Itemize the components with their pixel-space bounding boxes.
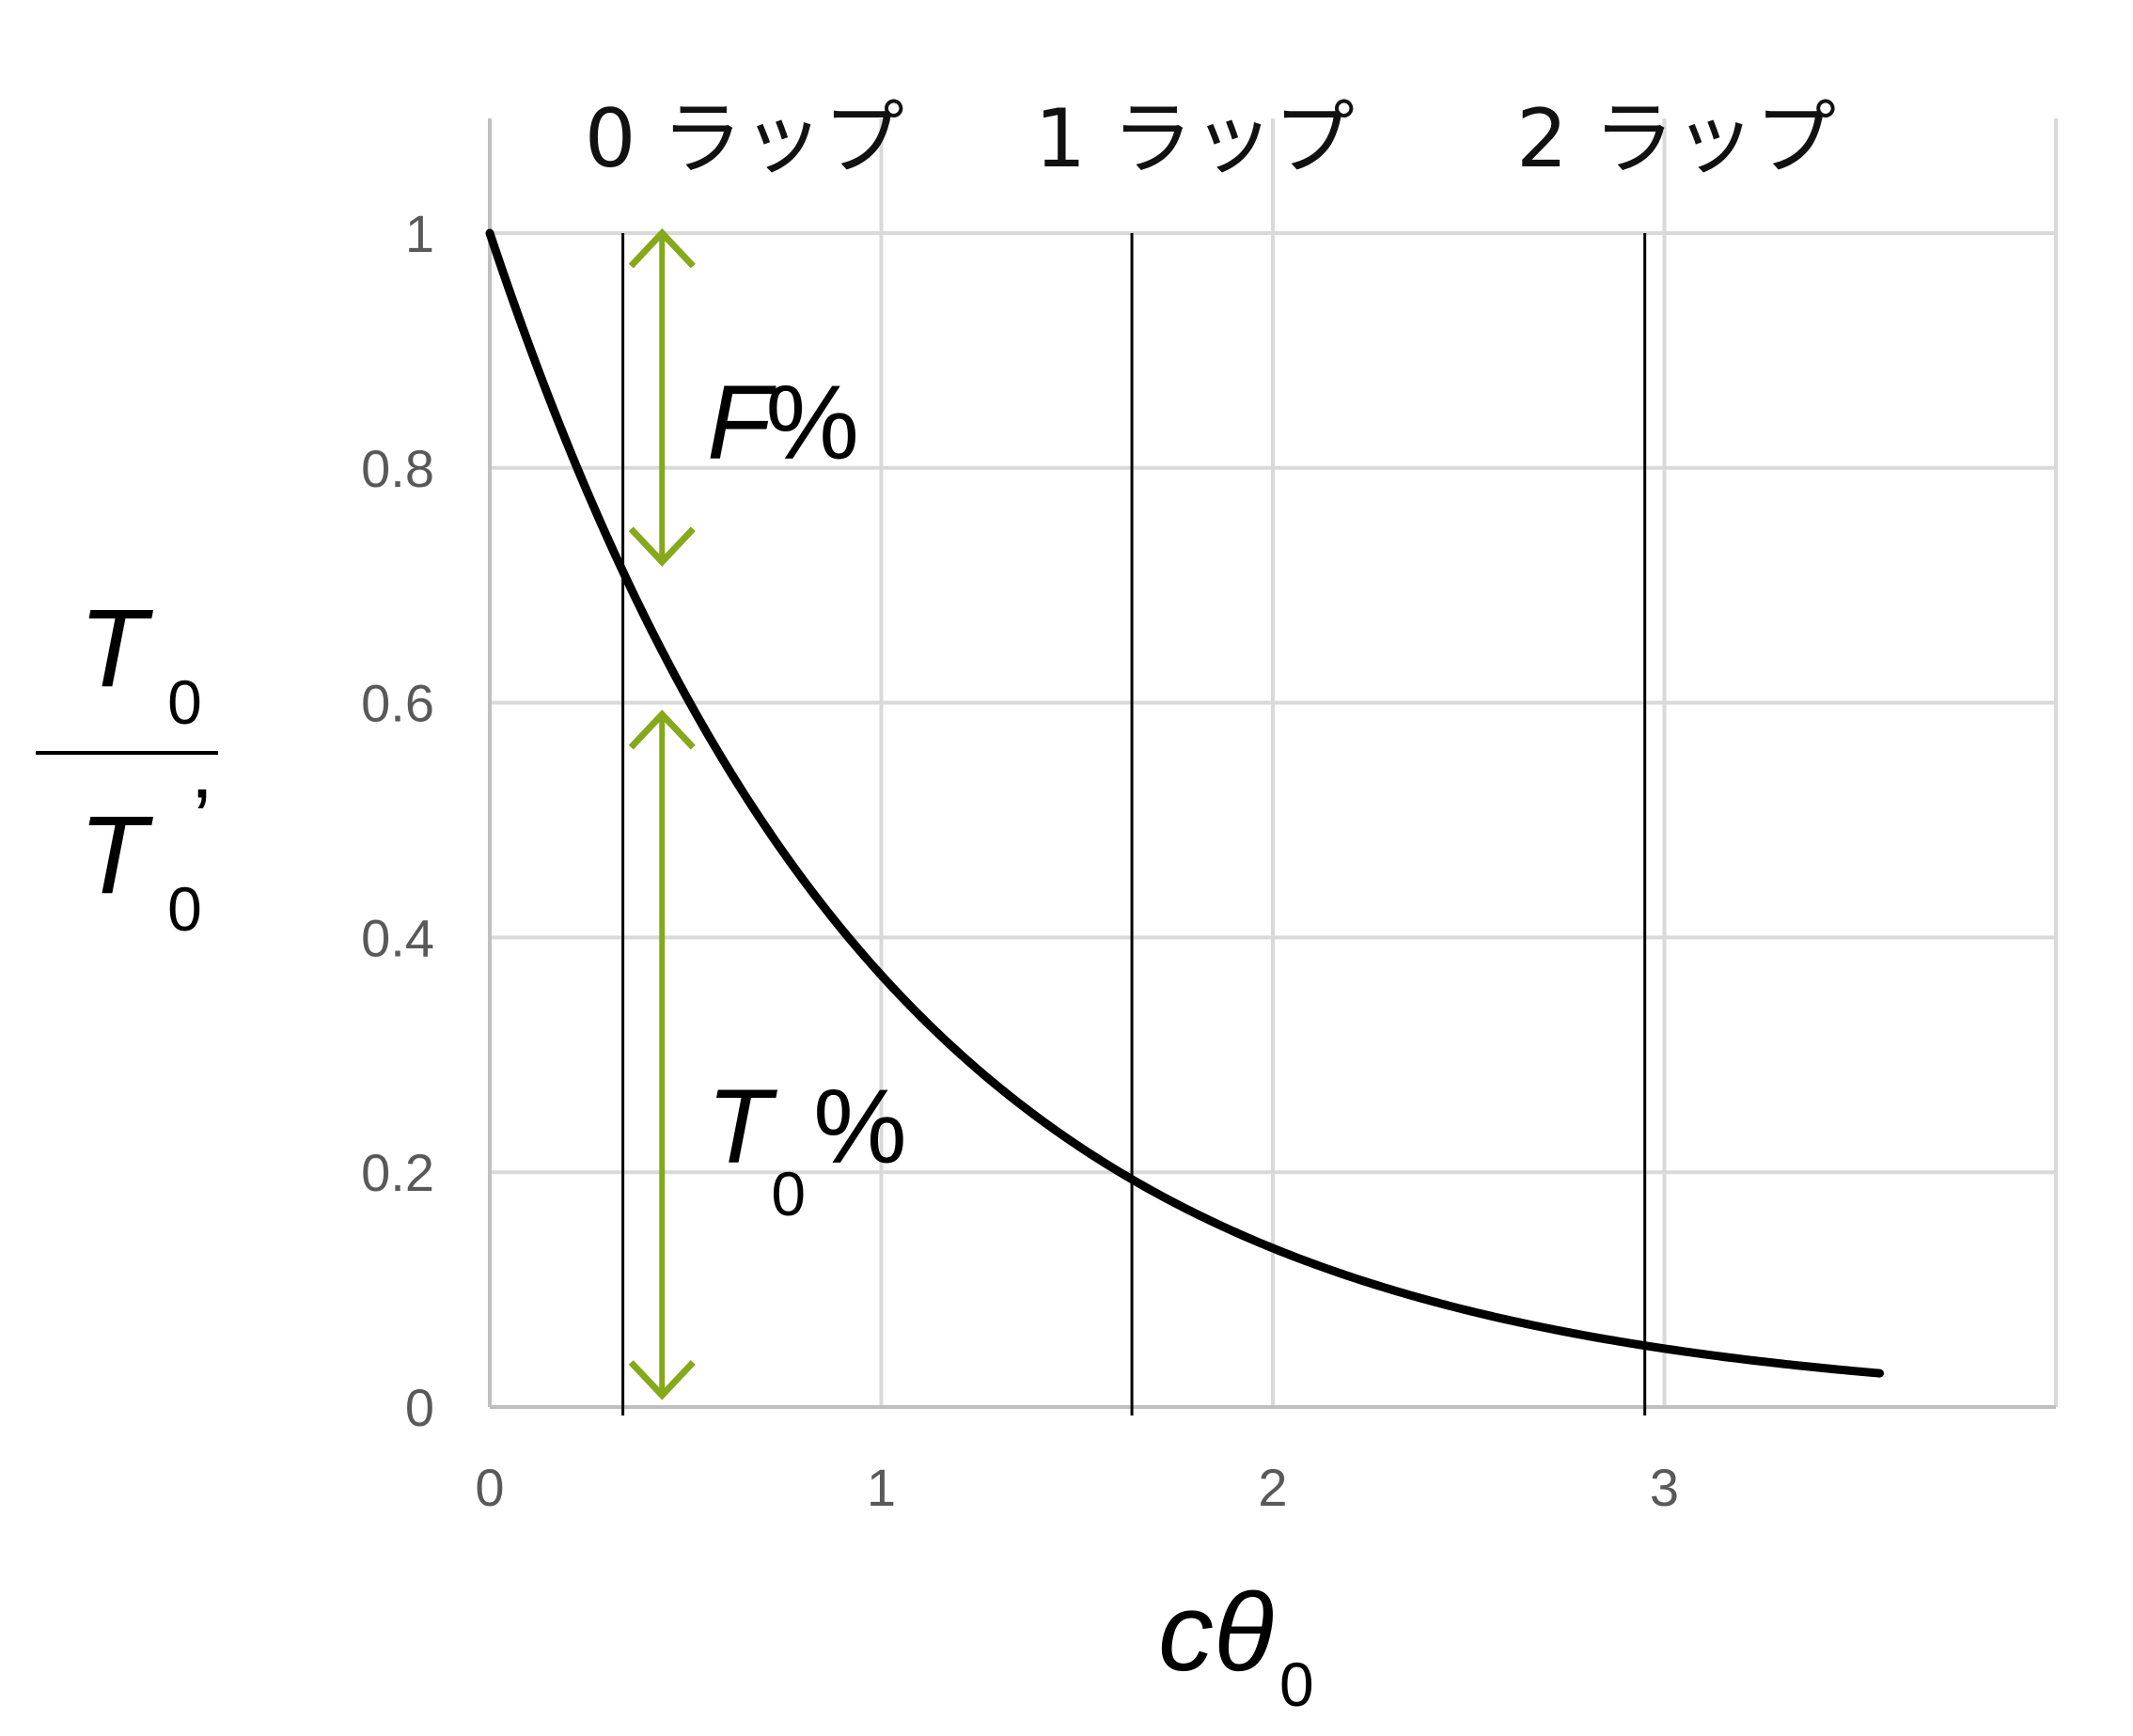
arrow-label: T0% — [707, 1068, 907, 1228]
lap-label: 0 ラップ — [585, 92, 904, 186]
arrow-head-bottom — [628, 526, 696, 567]
x-tick-label: 1 — [867, 1458, 896, 1517]
y-tick-label: 0.6 — [361, 674, 434, 733]
arrow-head-top — [628, 227, 696, 269]
y-tick-label: 0 — [405, 1378, 434, 1437]
arrow-label: F% — [707, 364, 859, 481]
lap-label: 2 ラップ — [1516, 92, 1836, 186]
annotation-arrows — [628, 227, 696, 1400]
arrow-head-top — [628, 709, 696, 750]
y-axis-title-denominator: T 0’ — [79, 773, 212, 944]
x-tick-label: 2 — [1258, 1458, 1287, 1517]
axes — [488, 118, 2056, 1409]
x-tick-label: 3 — [1650, 1458, 1679, 1517]
y-tick-label: 1 — [405, 204, 434, 263]
arrow-head-bottom — [628, 1360, 696, 1400]
y-tick-label: 0.4 — [361, 908, 434, 967]
y-tick-label: 0.2 — [361, 1143, 434, 1202]
x-axis-title: cθ0 — [1158, 1571, 1314, 1719]
x-tick-label: 0 — [475, 1458, 504, 1517]
lap-label: 1 ラップ — [1035, 92, 1355, 186]
curve-layer — [485, 228, 1885, 1378]
y-tick-label: 0.8 — [361, 439, 434, 498]
labels: 0 1 2 3 0 0.2 0.4 0.6 0.8 1 0 ラップ 1 ラップ 2 ラップ F% T0% cθ… — [36, 92, 1836, 1719]
lap-markers — [621, 233, 1647, 1415]
series-line — [485, 228, 1885, 1378]
grid — [490, 118, 2058, 1407]
